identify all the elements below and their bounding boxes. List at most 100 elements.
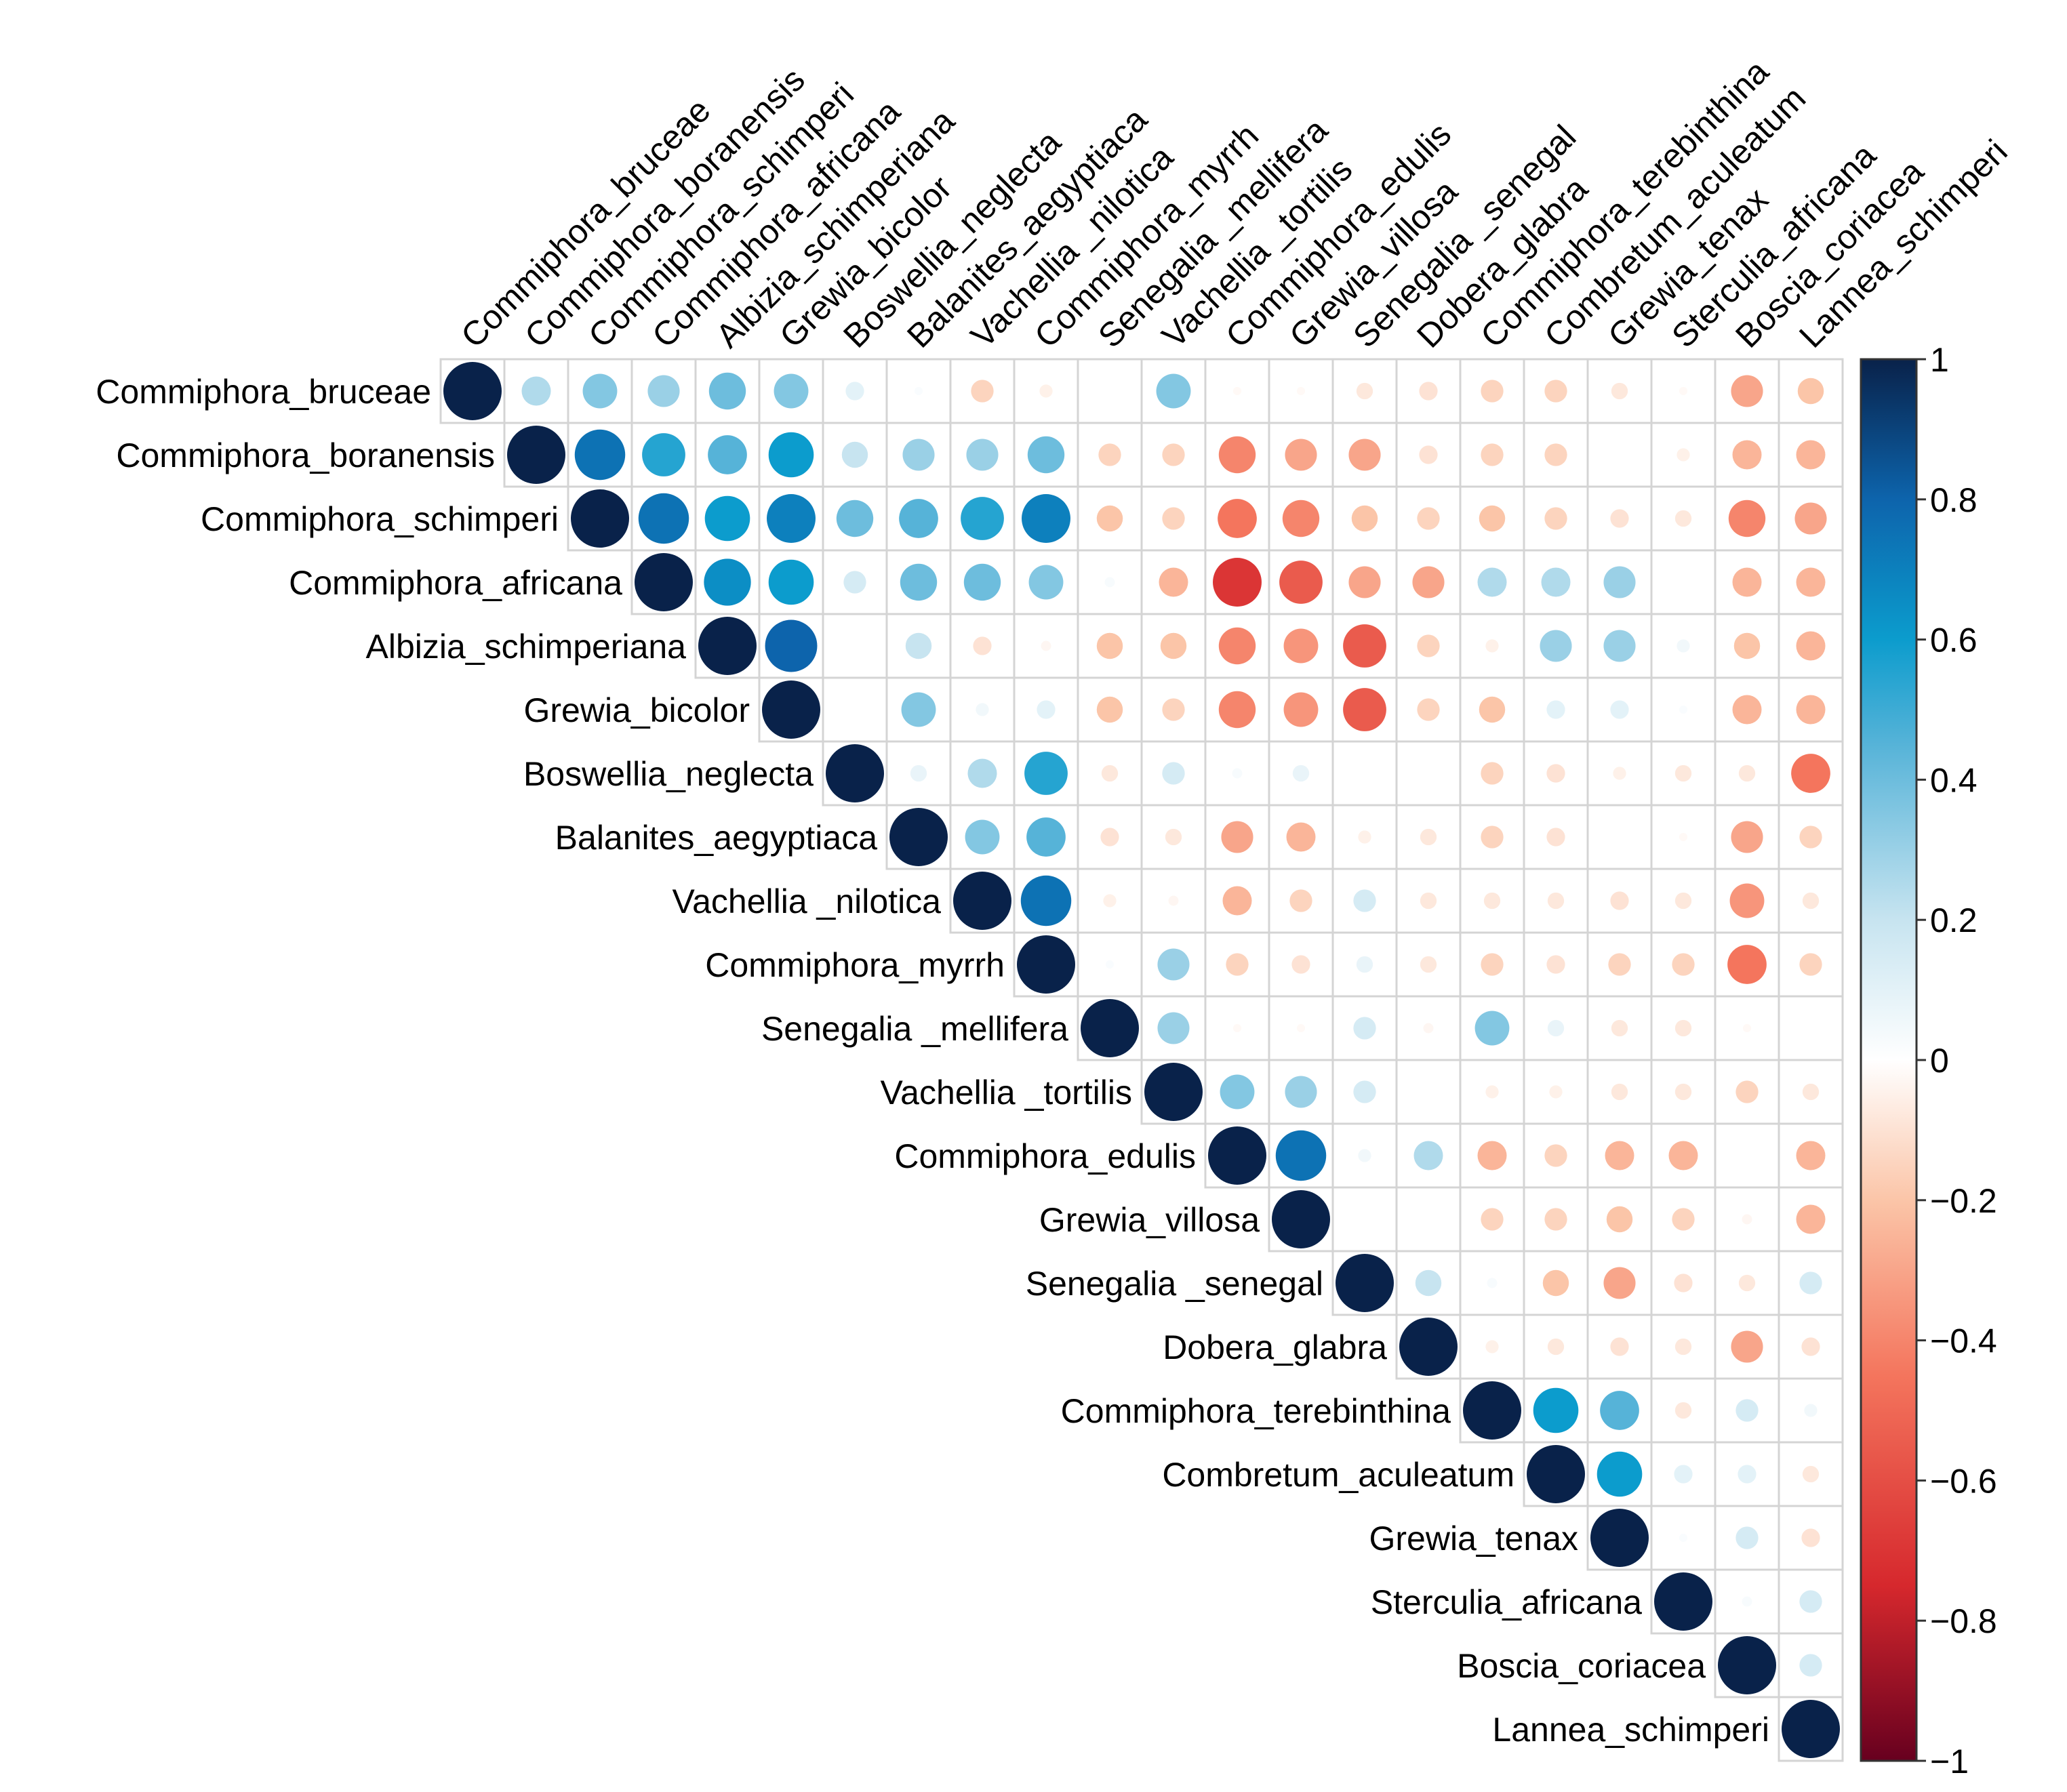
correlation-circle (1481, 443, 1504, 466)
correlation-circle (1232, 768, 1243, 779)
correlation-circle (1728, 500, 1766, 537)
correlation-circle (1353, 889, 1376, 912)
correlation-circle (1157, 948, 1190, 981)
correlation-circle (1162, 443, 1185, 466)
correlation-circle (1611, 1083, 1628, 1101)
correlation-circle (642, 433, 685, 476)
colorbar-tick-label: 0 (1930, 1042, 1949, 1080)
correlation-circle (1603, 630, 1636, 662)
correlation-circle (1017, 935, 1075, 994)
correlation-circle (1541, 567, 1571, 597)
correlation-circle (1546, 955, 1565, 974)
correlation-circle (1027, 436, 1065, 474)
colorbar-tick-label: 0.6 (1930, 622, 1978, 659)
correlation-circle (507, 426, 565, 484)
correlation-circle (1731, 1330, 1763, 1363)
correlation-circle (1417, 634, 1440, 657)
row-label: Dobera_glabra (1163, 1328, 1387, 1366)
correlation-circle (1162, 698, 1185, 721)
color-legend: 1 0.8 0.6 0.4 0.2 0 −0.2 −0.4 −0.6 −0.8 −1 (1860, 341, 1997, 1780)
correlation-circle (1232, 386, 1242, 396)
correlation-circle (1546, 828, 1565, 847)
correlation-circle (1742, 1023, 1752, 1033)
correlation-circle (1799, 1271, 1822, 1295)
correlation-circle (768, 432, 814, 478)
correlation-circle (1159, 567, 1188, 597)
row-label: Commiphora_boranensis (116, 436, 495, 474)
correlation-circle (1679, 705, 1688, 714)
correlation-circle (1157, 1012, 1190, 1044)
row-label: Grewia_bicolor (524, 691, 750, 729)
correlation-circle (1797, 378, 1824, 405)
correlation-circle (836, 500, 874, 537)
correlation-circle (1218, 691, 1256, 729)
colorbar-tick-label: −0.4 (1930, 1322, 1997, 1360)
correlation-circle (1735, 1526, 1759, 1549)
correlation-circle (1168, 895, 1179, 906)
correlation-circle (1791, 754, 1830, 793)
grid-cell (1778, 995, 1844, 1061)
colorbar-tick-label: −0.6 (1930, 1462, 1997, 1500)
correlation-circle (1727, 945, 1767, 984)
correlation-circle (1481, 826, 1504, 849)
correlation-circle (1283, 628, 1319, 664)
row-label: Commiphora_africana (289, 564, 622, 602)
correlation-circle (843, 571, 866, 594)
correlation-circle (1285, 439, 1317, 471)
correlation-circle (1348, 566, 1381, 598)
correlation-circles (443, 362, 1840, 1758)
correlation-circle (1674, 510, 1692, 527)
correlation-circle (1679, 386, 1688, 396)
correlation-circle (1356, 382, 1373, 400)
correlation-circle (1533, 1387, 1579, 1433)
correlation-circle (1483, 892, 1501, 910)
correlation-circle (1738, 1274, 1756, 1292)
correlation-circle (973, 636, 992, 655)
correlation-circle (1272, 1190, 1330, 1248)
correlation-circle (708, 372, 746, 410)
correlation-circle (1232, 1023, 1242, 1033)
correlation-circle (521, 376, 551, 406)
correlation-circle (1718, 1636, 1776, 1694)
correlation-circle (1481, 762, 1504, 785)
correlation-circle (1544, 1144, 1567, 1167)
correlation-circle (1733, 632, 1761, 659)
correlation-circle (1081, 999, 1139, 1057)
correlation-circle (1540, 630, 1572, 662)
correlation-circle (1674, 1402, 1692, 1419)
correlation-circle (905, 632, 932, 659)
correlation-circle (1674, 1465, 1693, 1484)
correlation-circle (1546, 764, 1565, 783)
correlation-circle (1485, 1340, 1499, 1353)
correlation-circle (953, 872, 1011, 930)
correlation-circle (1610, 700, 1629, 719)
correlation-circle (1474, 1011, 1510, 1046)
correlation-circle (1799, 953, 1822, 976)
correlation-circle (910, 765, 927, 782)
correlation-circle (1547, 1338, 1565, 1356)
correlation-circle (1590, 1509, 1649, 1567)
correlation-circle (1039, 384, 1053, 398)
grid-cell (1268, 995, 1334, 1061)
correlation-circle (1343, 624, 1386, 668)
correlation-circle (1477, 567, 1507, 597)
row-label: Commiphora_edulis (894, 1137, 1196, 1175)
grid-cell (1268, 358, 1334, 424)
correlation-circle (1796, 1141, 1826, 1170)
correlation-circle (965, 819, 1000, 855)
correlation-circle (1399, 1318, 1458, 1376)
correlation-circle (1732, 440, 1762, 470)
row-label: Senegalia _senegal (1026, 1265, 1323, 1303)
correlation-circle (1799, 1654, 1822, 1677)
grid-cell (1586, 804, 1653, 870)
correlation-circle (1801, 1528, 1820, 1547)
column-labels: Commiphora_bruceaeCommiphora_boranensisC… (454, 52, 2015, 355)
correlation-circle (1799, 826, 1822, 849)
correlation-circle (1419, 445, 1438, 464)
correlation-circle (1420, 892, 1437, 910)
correlation-circle (1279, 561, 1323, 604)
row-label: Vachellia _tortilis (881, 1074, 1132, 1112)
colorbar (1860, 358, 1918, 1762)
grid-cell (885, 358, 952, 424)
